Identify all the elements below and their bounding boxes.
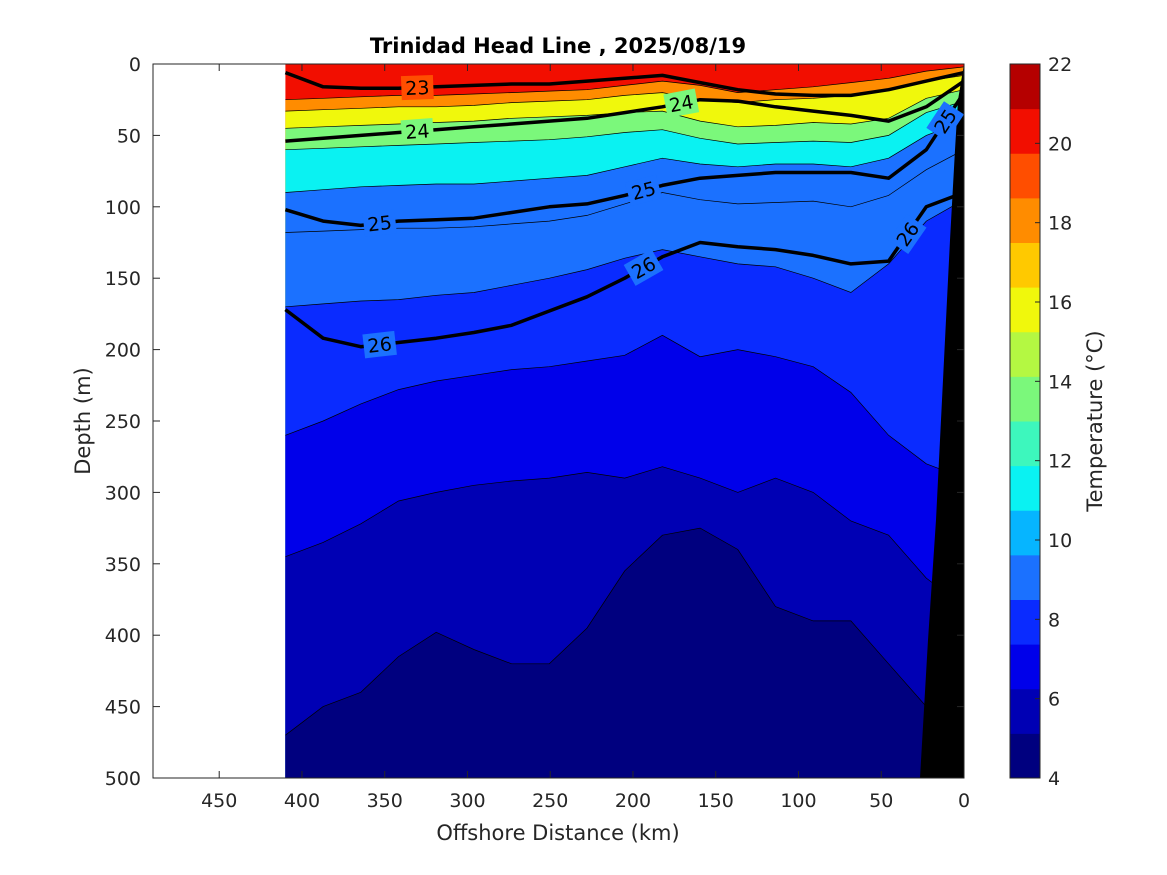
isopycnal-23 [284, 70, 964, 98]
colorbar-swatch [1010, 733, 1040, 779]
colorbar-swatch [1010, 108, 1040, 154]
colorbar-tick-label: 12 [1048, 451, 1072, 473]
chart-title: Trinidad Head Line , 2025/08/19 [370, 34, 746, 58]
isopycnal-25 [284, 91, 964, 228]
y-tick-label: 500 [105, 768, 141, 790]
x-tick-label: 200 [615, 790, 651, 812]
x-tick-label: 100 [780, 790, 816, 812]
x-tick-label: 50 [869, 790, 893, 812]
x-tick-label: 300 [449, 790, 485, 812]
colorbar-swatch [1010, 688, 1040, 734]
y-tick-label: 200 [105, 340, 141, 362]
isotherm-line-0 [285, 66, 964, 101]
isopycnal-26 [284, 190, 964, 349]
isotherm-line-5 [285, 149, 964, 233]
isotherm-line-8 [285, 466, 964, 607]
contour-label-24: 24 [405, 120, 431, 144]
colorbar-tick-label: 6 [1048, 689, 1060, 711]
contour-label-bg [888, 213, 927, 254]
colorbar-tick-label: 16 [1048, 292, 1072, 314]
contour-label-bg [623, 249, 664, 286]
contour-label-26: 26 [367, 333, 394, 358]
colorbar-swatch [1010, 376, 1040, 422]
isopycnal-24 [285, 79, 964, 143]
y-tick-label: 0 [129, 54, 141, 76]
y-tick-label: 250 [105, 411, 141, 433]
temperature-field [285, 64, 964, 778]
contour-label-23: 23 [405, 77, 430, 100]
y-tick-label: 50 [117, 125, 141, 147]
isopycnal-contours [284, 70, 964, 349]
colorbar-swatch [1010, 421, 1040, 467]
isotherm-line-9 [285, 527, 964, 778]
colorbar-swatch [1010, 197, 1040, 243]
y-tick-label: 100 [105, 197, 141, 219]
y-tick-label: 150 [105, 268, 141, 290]
colorbar-swatch [1010, 554, 1040, 600]
isotherm-line-3 [285, 100, 964, 151]
contour-label-25: 25 [367, 212, 394, 237]
colorbar-swatch [1010, 465, 1040, 511]
colorbar-swatch [1010, 510, 1040, 556]
x-tick-label: 350 [367, 790, 403, 812]
colorbar-label: Temperature (°C) [1083, 330, 1107, 512]
colorbar-swatch [1010, 331, 1040, 377]
contour-label-bg [362, 330, 397, 359]
temperature-band-9 [285, 528, 964, 778]
y-axis-label: Depth (m) [71, 367, 95, 474]
contour-label-bg [926, 101, 965, 142]
y-tick-label: 350 [105, 554, 141, 576]
colorbar-swatch [1010, 242, 1040, 288]
x-tick-label: 400 [284, 790, 320, 812]
isotherm-line-4 [285, 120, 964, 193]
contour-label-bg [400, 117, 435, 145]
bathymetry [920, 64, 964, 778]
x-tick-label: 450 [201, 790, 237, 812]
y-tick-label: 400 [105, 625, 141, 647]
colorbar-swatch [1010, 599, 1040, 645]
x-tick-label: 0 [958, 790, 970, 812]
colorbar-tick-label: 20 [1048, 133, 1072, 155]
contour-label-bg [362, 209, 397, 237]
colorbar-tick-label: 18 [1048, 213, 1072, 235]
colorbar-tick-label: 8 [1048, 609, 1060, 631]
x-tick-label: 250 [532, 790, 568, 812]
colorbar-tick-label: 22 [1048, 54, 1072, 76]
colorbar-swatch [1010, 64, 1040, 110]
isotherm-line-7 [285, 334, 964, 479]
colorbar-swatch [1010, 153, 1040, 199]
contour-label-bg [400, 74, 434, 101]
colorbar-swatch [1010, 644, 1040, 690]
colorbar-swatch [1010, 287, 1040, 333]
colorbar-tick-label: 4 [1048, 768, 1060, 790]
y-tick-label: 450 [105, 697, 141, 719]
colorbar [1010, 64, 1040, 779]
x-axis-label: Offshore Distance (km) [436, 821, 679, 845]
contour-label-bg [625, 174, 663, 207]
x-axis: 450 400 350 300 250 200 150 100 50 0 [201, 64, 970, 812]
contour-label-bg [663, 88, 700, 119]
colorbar-frame [1009, 63, 1041, 779]
colorbar-tick-label: 10 [1048, 530, 1072, 552]
contour-label-24: 24 [668, 91, 696, 117]
colorbar-ticks: 4 6 8 10 12 14 16 18 20 22 [1035, 54, 1072, 790]
y-tick-label: 300 [105, 482, 141, 504]
colorbar-tick-label: 14 [1048, 371, 1072, 393]
y-axis: 0 50 100 150 200 250 300 350 400 450 500 [105, 54, 964, 790]
isotherm-line-6 [285, 199, 964, 308]
x-tick-label: 150 [698, 790, 734, 812]
